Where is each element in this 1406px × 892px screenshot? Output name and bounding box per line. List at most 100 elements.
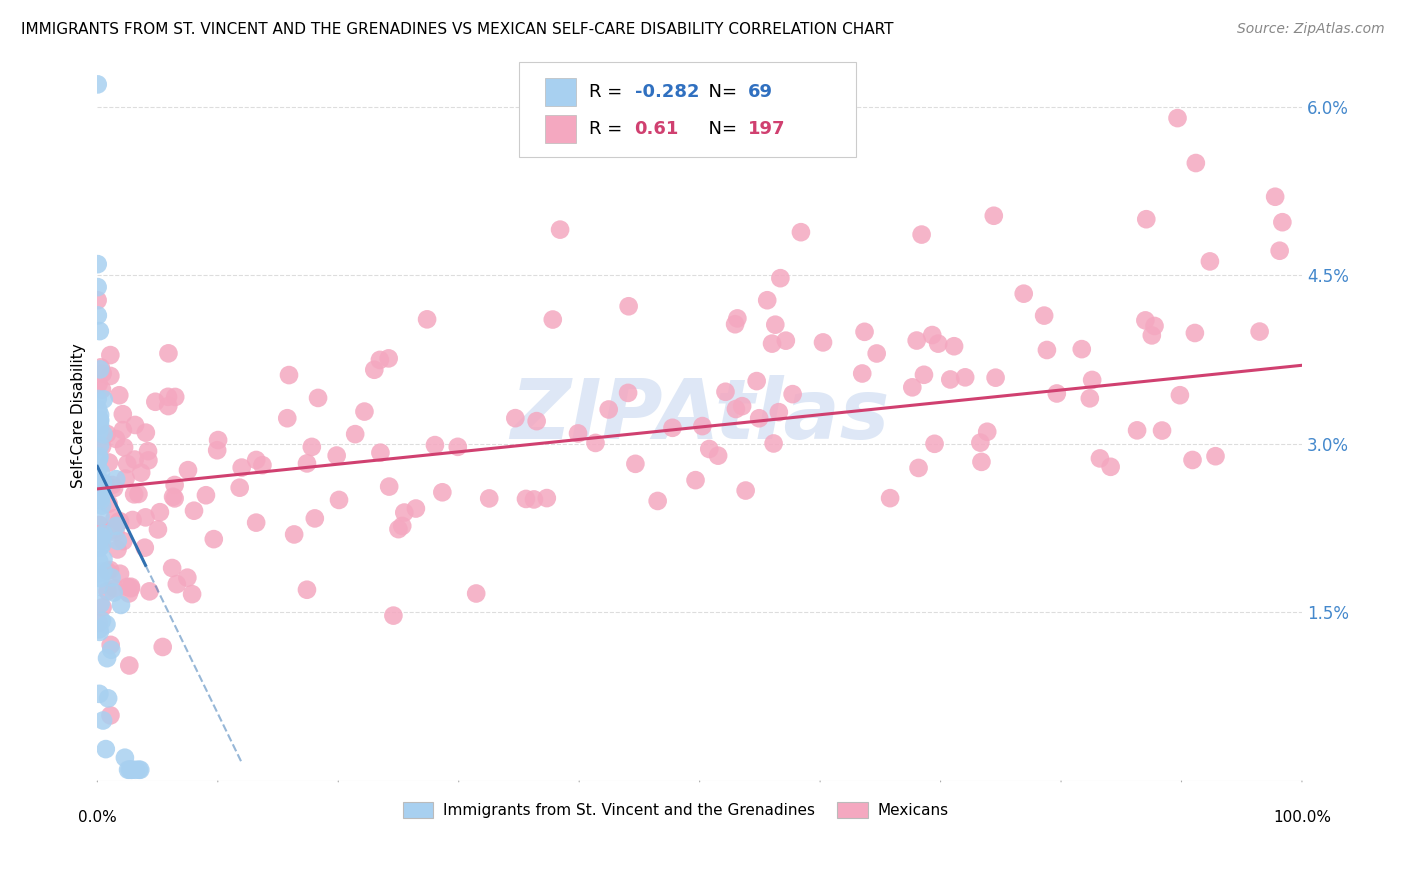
Point: [307, 391, 329, 405]
Point: [135, 425, 157, 440]
Point: [1033, 309, 1056, 323]
Point: [129, 763, 152, 777]
Point: [90, 475, 112, 490]
Text: ZIPAtlas: ZIPAtlas: [510, 376, 890, 457]
Point: [731, 399, 754, 413]
Point: [1126, 423, 1149, 437]
Point: [107, 533, 129, 548]
Point: [465, 586, 488, 600]
Point: [905, 334, 928, 348]
Point: [416, 312, 439, 326]
Point: [124, 452, 146, 467]
Point: [1181, 453, 1204, 467]
Point: [152, 640, 174, 654]
Point: [879, 491, 901, 505]
Point: [177, 463, 200, 477]
Point: [1185, 156, 1208, 170]
Point: [89, 554, 111, 568]
Point: [120, 580, 142, 594]
Point: [91, 439, 114, 453]
Point: [647, 494, 669, 508]
Point: [96, 564, 118, 578]
Point: [108, 566, 131, 581]
Point: [567, 426, 589, 441]
Point: [97, 584, 120, 599]
Point: [89, 687, 111, 701]
Point: [94, 742, 117, 756]
Point: [91, 484, 114, 499]
Point: [617, 385, 640, 400]
FancyBboxPatch shape: [546, 78, 575, 106]
Point: [117, 763, 139, 777]
Point: [536, 491, 558, 505]
Point: [202, 532, 225, 546]
Point: [231, 460, 253, 475]
Point: [163, 491, 186, 506]
Point: [100, 708, 122, 723]
Point: [114, 750, 136, 764]
Point: [370, 445, 392, 459]
Point: [278, 368, 301, 382]
Point: [724, 318, 747, 332]
Point: [685, 473, 707, 487]
Point: [405, 501, 427, 516]
Point: [1199, 254, 1222, 268]
Point: [86, 392, 108, 406]
Point: [90, 597, 112, 611]
Point: [1205, 449, 1227, 463]
Point: [101, 478, 124, 492]
Point: [1012, 286, 1035, 301]
Point: [103, 585, 125, 599]
Point: [181, 587, 204, 601]
Point: [176, 571, 198, 585]
Text: 69: 69: [748, 83, 773, 102]
Point: [87, 566, 110, 580]
Point: [378, 479, 401, 493]
Point: [1088, 451, 1111, 466]
Point: [91, 475, 114, 490]
Point: [100, 638, 122, 652]
Point: [163, 478, 186, 492]
Point: [89, 532, 111, 546]
Point: [104, 511, 127, 525]
Point: [745, 374, 768, 388]
Point: [344, 427, 367, 442]
Point: [748, 411, 770, 425]
Point: [707, 449, 730, 463]
Point: [89, 439, 111, 453]
Point: [782, 387, 804, 401]
Point: [91, 714, 114, 728]
Point: [984, 370, 1007, 384]
Point: [98, 368, 121, 383]
Point: [328, 492, 350, 507]
Point: [228, 481, 250, 495]
Point: [205, 443, 228, 458]
Point: [103, 481, 125, 495]
Point: [146, 523, 169, 537]
Point: [108, 515, 131, 529]
Point: [1264, 190, 1286, 204]
Point: [447, 440, 470, 454]
Point: [775, 334, 797, 348]
Point: [585, 436, 607, 450]
Point: [1099, 459, 1122, 474]
Point: [661, 421, 683, 435]
Point: [90, 465, 112, 479]
Point: [89, 624, 111, 639]
Point: [478, 491, 501, 506]
Point: [89, 413, 111, 427]
Point: [129, 466, 152, 480]
Point: [89, 518, 111, 533]
Point: [120, 581, 142, 595]
Point: [90, 490, 112, 504]
Point: [98, 563, 121, 577]
Point: [105, 432, 128, 446]
Point: [108, 514, 131, 528]
Point: [363, 363, 385, 377]
Point: [87, 615, 110, 630]
Point: [391, 519, 413, 533]
Point: [866, 346, 889, 360]
Point: [769, 271, 792, 285]
Point: [548, 222, 571, 236]
Text: 0.61: 0.61: [634, 120, 679, 138]
